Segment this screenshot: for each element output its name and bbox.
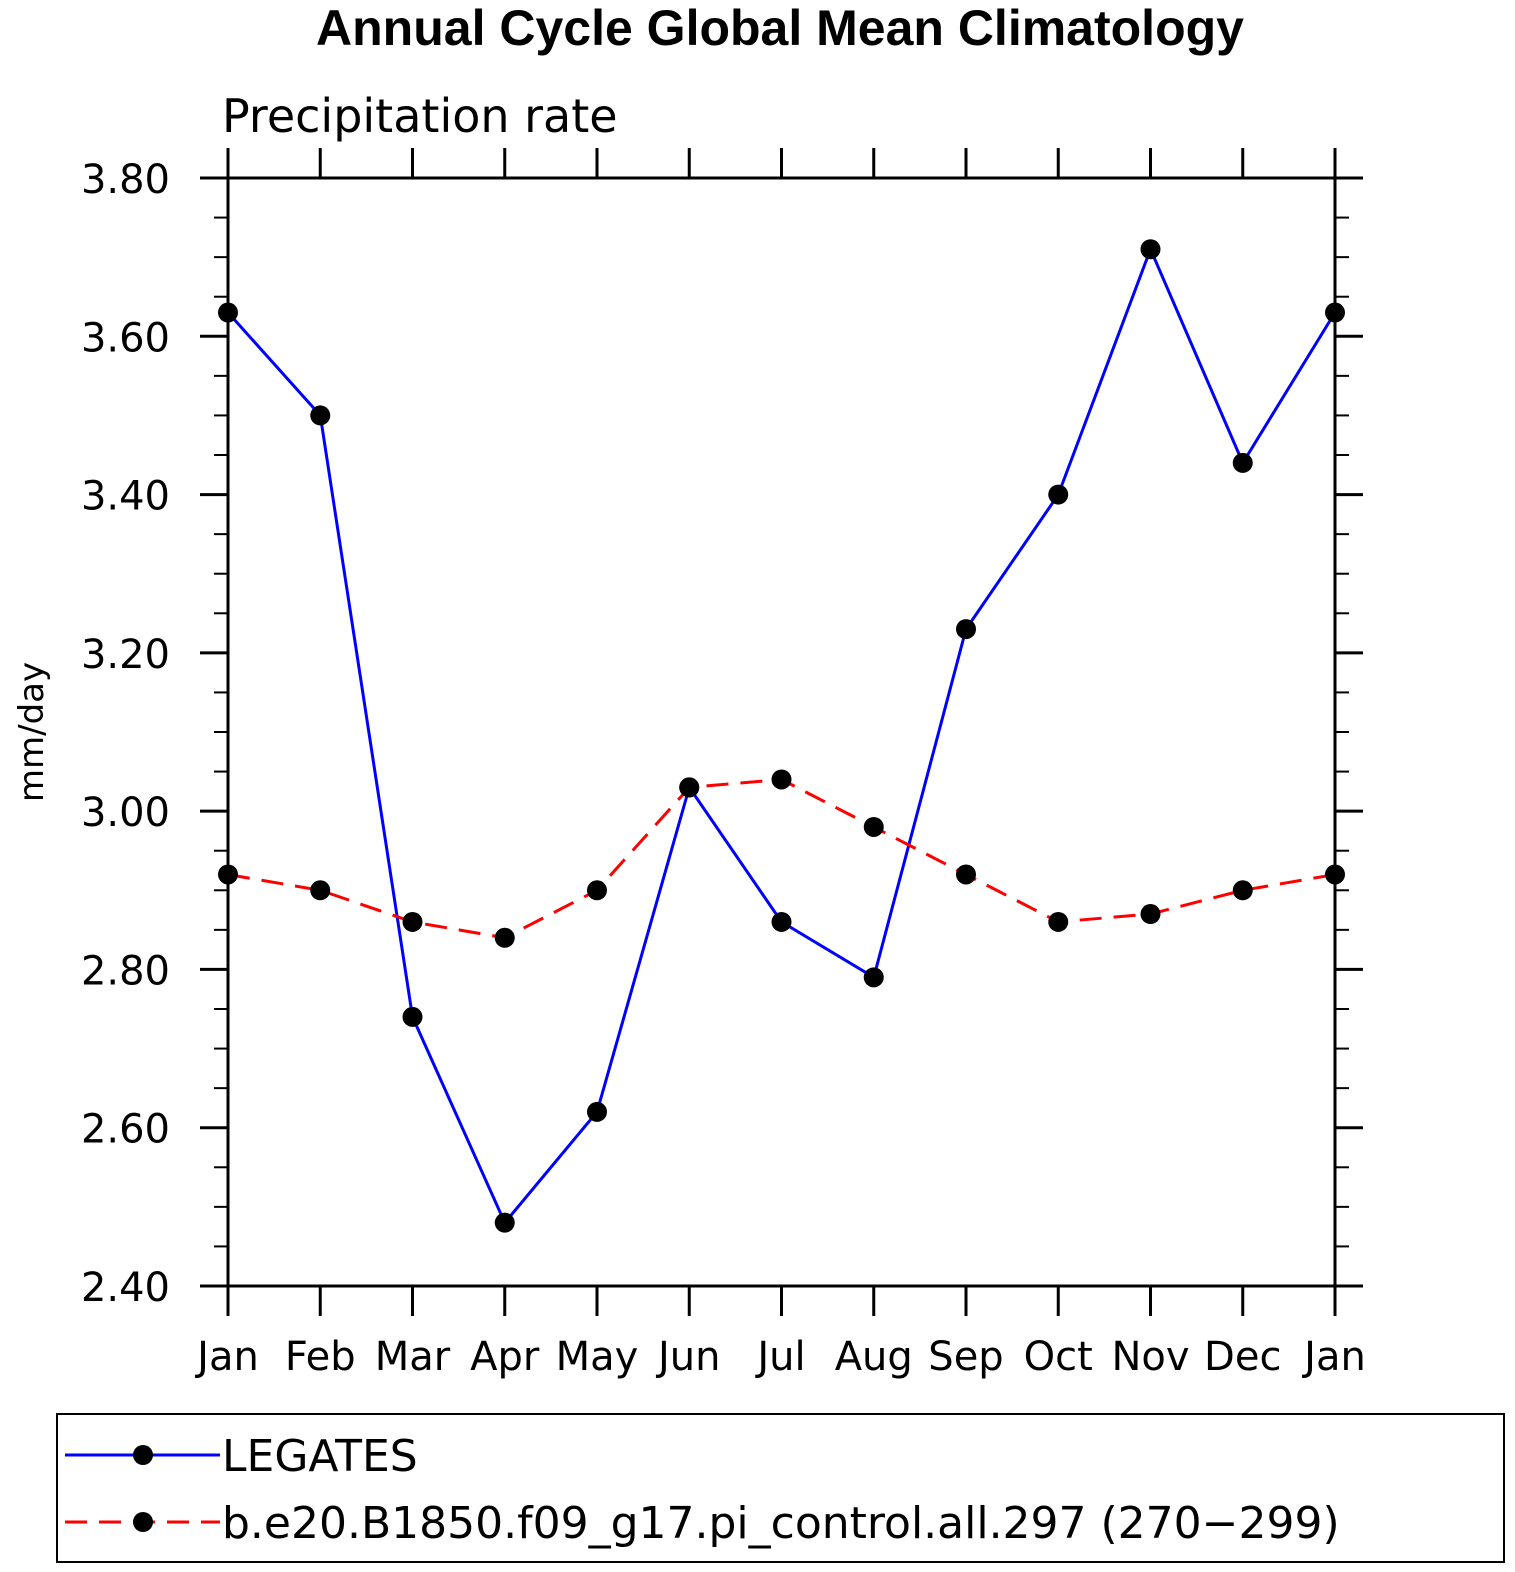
data-point [218,302,238,323]
data-point [587,880,607,901]
chart-subtitle: Precipitation rate [222,89,618,143]
y-tick-label: 2.80 [81,948,170,994]
x-tick-label: May [556,1334,639,1380]
y-tick-label: 2.60 [81,1107,170,1153]
data-point [771,769,792,790]
legend-marker-1 [133,1512,153,1532]
data-point [1232,880,1253,901]
plot-frame [226,176,1337,1288]
legend: LEGATES b.e20.B1850.f09_g17.pi_control.al… [65,1431,1340,1549]
legend-label-1: b.e20.B1850.f09_g17.pi_control.all.297 (… [222,1498,1340,1549]
x-tick-label: Nov [1111,1334,1189,1380]
data-point [1140,239,1161,260]
x-tick-label: Aug [835,1334,913,1380]
data-point [863,967,884,988]
x-tick-label: Dec [1204,1334,1281,1380]
data-series [218,239,1345,1233]
y-tick-labels: 2.40 2.60 2.80 3.00 3.20 3.40 3.60 3.80 [81,157,170,1311]
legend-label-0: LEGATES [222,1431,418,1482]
data-point [587,1101,607,1122]
x-tick-labels: Jan Feb Mar Apr May Jun Jul Aug Sep Oct Nov Dec Jan [194,1334,1366,1380]
x-tick-label: Sep [928,1334,1003,1380]
y-tick-label: 3.40 [81,474,170,520]
data-point [494,1212,515,1233]
data-point [771,911,792,932]
data-point [1325,302,1345,323]
y-tick-label: 3.20 [81,632,170,678]
x-tick-label: Jan [194,1334,259,1380]
data-point [310,405,331,426]
x-tick-label: Oct [1024,1334,1093,1380]
x-tick-label: Mar [375,1334,451,1380]
data-point [679,777,700,798]
series-line-0 [226,245,1337,1226]
x-tick-label: Jul [754,1334,805,1380]
data-point [310,880,331,901]
y-tick-label: 3.80 [81,157,170,203]
data-point [1140,904,1161,925]
y-tick-label: 3.60 [81,315,170,361]
data-point [1232,452,1253,473]
y-axis-label: mm/day [12,662,52,802]
axis-ticks [200,148,1363,1316]
x-tick-label: Feb [285,1334,356,1380]
data-point [402,911,423,932]
data-point [494,927,515,948]
data-point [1048,484,1069,505]
legend-marker-0 [133,1445,153,1465]
data-point [956,864,976,885]
data-point [1325,864,1345,885]
chart-title: Annual Cycle Global Mean Climatology [316,0,1244,56]
x-tick-label: Apr [470,1334,540,1380]
x-tick-label: Jan [1301,1334,1366,1380]
y-tick-label: 3.00 [81,790,170,836]
data-point [863,816,884,837]
data-point [402,1006,423,1027]
y-tick-label: 2.40 [81,1265,170,1311]
data-point [218,864,238,885]
data-point [956,619,976,640]
x-tick-label: Jun [655,1334,721,1380]
legend-box [56,1413,1505,1563]
data-point [1048,911,1069,932]
